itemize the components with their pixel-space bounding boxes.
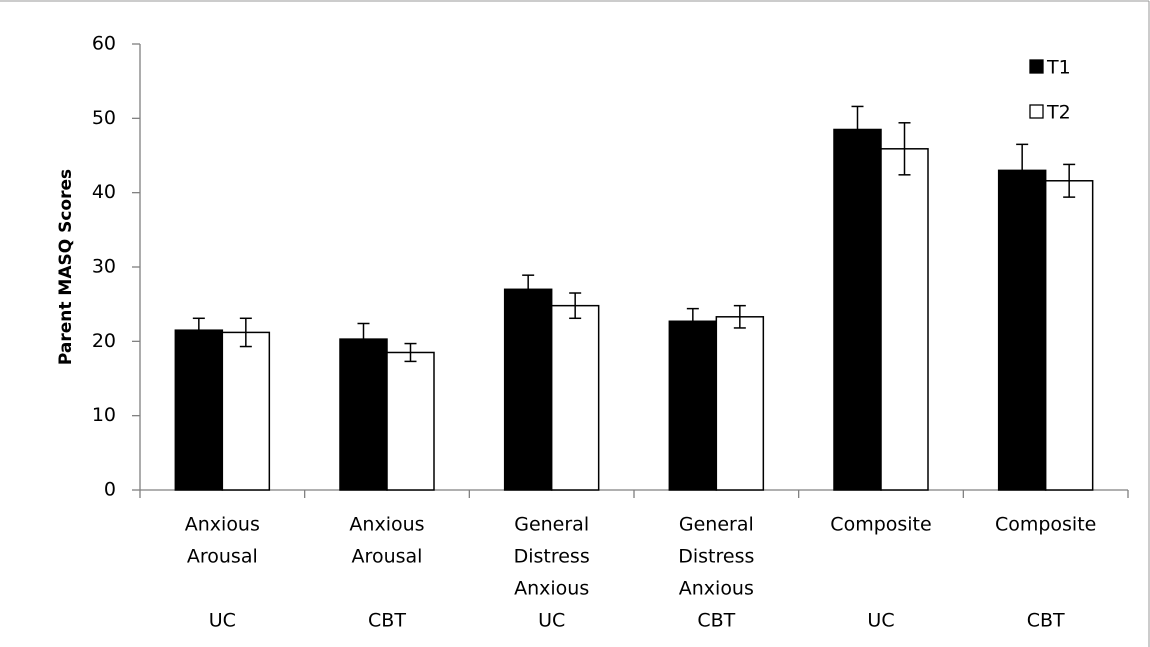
x-tick-label: Arousal <box>352 546 423 568</box>
bar <box>503 288 553 491</box>
error-bar <box>1016 143 1029 198</box>
bar <box>997 169 1047 491</box>
group-label: CBT <box>1027 610 1065 632</box>
error-bar <box>404 342 417 363</box>
group-label: UC <box>867 610 894 632</box>
x-tick-label: Distress <box>514 546 590 568</box>
x-tick-label: Anxious <box>679 578 754 600</box>
bar <box>715 316 765 491</box>
error-bar <box>851 105 864 154</box>
y-axis-label: Parent MASQ Scores <box>56 169 76 365</box>
y-tick-label: 20 <box>92 330 116 352</box>
error-bar <box>686 307 699 335</box>
bar <box>880 148 929 491</box>
y-tick-label: 40 <box>92 181 116 203</box>
error-bar <box>357 322 370 356</box>
legend-swatch <box>1029 104 1044 119</box>
x-tick-label: Composite <box>830 514 931 536</box>
bar <box>550 304 600 491</box>
error-bar <box>192 317 205 343</box>
bar <box>386 351 435 491</box>
legend-swatch <box>1029 59 1044 74</box>
x-tick-label: Anxious <box>349 514 424 536</box>
y-tick-label: 0 <box>104 479 116 501</box>
y-tick-label: 30 <box>92 256 116 278</box>
error-bar <box>522 274 535 305</box>
group-label: UC <box>209 610 236 632</box>
error-bar <box>239 317 252 348</box>
bar <box>339 338 388 491</box>
bar <box>174 329 224 491</box>
bar <box>833 128 882 491</box>
bar <box>1044 180 1094 491</box>
x-tick-label: General <box>514 514 589 536</box>
y-tick-label: 50 <box>92 107 116 129</box>
y-tick-label: 60 <box>92 33 116 55</box>
x-tick-label: General <box>679 514 754 536</box>
error-bar <box>733 304 746 329</box>
x-tick-label: Anxious <box>514 578 589 600</box>
x-tick-label: Distress <box>678 546 754 568</box>
error-bar <box>898 122 911 176</box>
bar <box>221 331 271 491</box>
error-bar <box>1063 163 1076 198</box>
y-tick-label: 10 <box>92 404 116 426</box>
group-label: UC <box>538 610 565 632</box>
bar <box>668 320 718 491</box>
x-tick-label: Anxious <box>185 514 260 536</box>
legend-label: T2 <box>1046 102 1071 124</box>
legend-label: T1 <box>1046 57 1071 79</box>
error-bar <box>569 292 582 320</box>
group-label: CBT <box>368 610 406 632</box>
x-tick-label: Arousal <box>187 546 258 568</box>
x-tick-label: Composite <box>995 514 1096 536</box>
group-label: CBT <box>697 610 735 632</box>
